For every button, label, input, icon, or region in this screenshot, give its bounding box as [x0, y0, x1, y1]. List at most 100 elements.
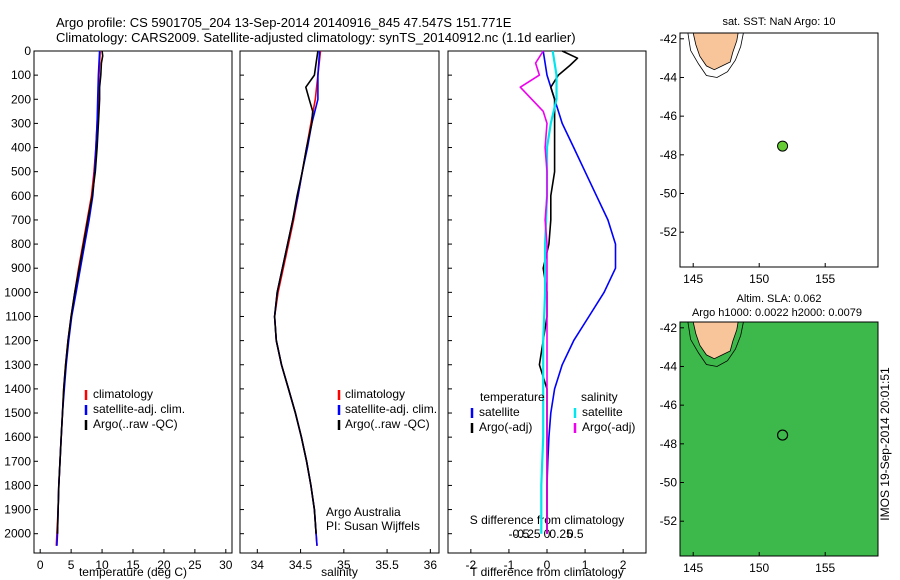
depth-tick-label: 1600	[4, 430, 31, 444]
depth-tick-label: 0	[24, 44, 31, 58]
figure-title-line2: Climatology: CARS2009. Satellite-adjuste…	[56, 30, 576, 45]
depth-tick-label: 200	[11, 92, 31, 106]
depth-tick-label: 1700	[4, 454, 31, 468]
diff-legend-header-salinity: salinity	[581, 390, 618, 404]
sal-legend-label: climatology	[345, 387, 405, 401]
diff-xtick-label: -2	[466, 558, 477, 572]
temp-series-climatology	[55, 50, 101, 546]
institution-annotation: Argo Australia	[326, 505, 401, 519]
temp-legend-label: Argo(..raw -QC)	[93, 417, 178, 431]
temp-xtick-label: 0	[37, 558, 44, 572]
sla-map-ytick-label: -46	[660, 398, 678, 412]
float-position-marker	[777, 140, 789, 152]
sla-map-tasmania-shelf-contour	[687, 321, 744, 367]
temp-legend-label: climatology	[93, 387, 153, 401]
depth-tick-label: 1200	[4, 334, 31, 348]
temperature-axes-frame	[33, 50, 233, 554]
position-map-ytick-label: -46	[660, 109, 678, 123]
temp-xtick-label: 10	[95, 558, 109, 572]
position-map-xtick-label: 145	[683, 272, 703, 286]
sla-map-ytick-label: -44	[660, 359, 678, 373]
sdiff-tick-label: 0.5	[567, 527, 584, 541]
depth-tick-label: 500	[11, 165, 31, 179]
position-map-ytick-label: -44	[660, 70, 678, 84]
depth-tick-label: 400	[11, 141, 31, 155]
temp-xtick-label: 25	[188, 558, 202, 572]
position-map-xtick-label: 150	[749, 272, 769, 286]
sdiff-tick-label: -0.25	[513, 527, 541, 541]
sdiff-tick-label: 0	[544, 527, 551, 541]
depth-tick-label: 600	[11, 189, 31, 203]
position-map-xtick-label: 155	[815, 272, 835, 286]
sdiff-tick-label: 0.25	[549, 527, 573, 541]
position-map-frame	[679, 32, 879, 268]
position-map-ytick-label: -42	[660, 32, 678, 46]
sal-series-satelliteadjclim	[273, 50, 321, 546]
position-map-title: sat. SST: NaN Argo: 10	[722, 16, 835, 28]
diff-legend-label: satellite	[582, 405, 623, 419]
diff-legend-label: Argo(-adj)	[582, 420, 635, 434]
diff-xtick-label: 0	[544, 558, 551, 572]
temp-xtick-label: 30	[219, 558, 233, 572]
sla-map-ytick-label: -48	[660, 437, 678, 451]
sla-float-marker	[776, 429, 789, 441]
depth-tick-label: 1400	[4, 382, 31, 396]
diff-series-sargoadj	[519, 50, 548, 534]
diff-legend-label: Argo(-adj)	[479, 420, 532, 434]
position-map-tasmania	[692, 32, 739, 71]
sla-map-ytick-label: -50	[660, 476, 678, 490]
depth-tick-label: 300	[11, 116, 31, 130]
salinity-axes-frame	[239, 50, 440, 554]
temp-legend-label: satellite-adj. clim.	[93, 402, 185, 416]
sal-xtick-label: 35.5	[375, 558, 399, 572]
sla-map-subtitle: Argo h1000: 0.0022 h2000: 0.0079	[692, 307, 862, 319]
diff-legend-header-temperature: temperature	[480, 390, 545, 404]
diff-xtick-label: 2	[620, 558, 627, 572]
temp-xtick-label: 15	[126, 558, 140, 572]
depth-tick-label: 1500	[4, 406, 31, 420]
diff-xtick-label: 1	[582, 558, 589, 572]
diff-xtick-label: -1	[504, 558, 515, 572]
depth-tick-label: 1900	[4, 503, 31, 517]
sla-map-ytick-label: -42	[660, 321, 678, 335]
tdiff-xlabel: T difference from climatology	[470, 565, 624, 579]
depth-tick-label: 700	[11, 213, 31, 227]
pi-annotation: PI: Susan Wijffels	[326, 519, 420, 533]
sal-legend-label: Argo(..raw -QC)	[345, 417, 430, 431]
sal-xlabel: salinity	[321, 565, 358, 579]
sal-xtick-label: 34.5	[289, 558, 313, 572]
temp-series-satelliteadjclim	[56, 50, 101, 546]
sal-series-argorawqc	[273, 50, 319, 534]
diff-series-tsatellite	[542, 50, 617, 534]
sal-xtick-label: 36	[424, 558, 438, 572]
sla-map-ytick-label: -52	[660, 514, 678, 528]
position-map-ytick-label: -48	[660, 148, 678, 162]
temp-xlabel: temperature (deg C)	[79, 565, 187, 579]
position-map-ytick-label: -50	[660, 187, 678, 201]
position-map-ytick-label: -52	[660, 225, 678, 239]
depth-tick-label: 2000	[4, 527, 31, 541]
temp-series-argorawqc	[56, 50, 104, 534]
depth-tick-label: 800	[11, 237, 31, 251]
temp-xtick-label: 5	[68, 558, 75, 572]
diff-legend-label: satellite	[479, 405, 520, 419]
sla-map-title: Altim. SLA: 0.062	[737, 293, 822, 305]
sal-legend-label: satellite-adj. clim.	[345, 402, 437, 416]
sla-map-xtick-label: 155	[815, 561, 835, 575]
imos-timestamp-label: IMOS 19-Sep-2014 20:01:51	[878, 367, 892, 521]
depth-tick-label: 1300	[4, 358, 31, 372]
depth-tick-label: 1100	[5, 309, 31, 323]
sal-series-climatology	[273, 50, 322, 546]
figure-title-line1: Argo profile: CS 5901705_204 13-Sep-2014…	[56, 15, 512, 30]
temp-xtick-label: 20	[157, 558, 171, 572]
diff-series-ssatellite	[540, 50, 558, 534]
sal-xtick-label: 35	[337, 558, 351, 572]
sla-map-tasmania	[692, 321, 739, 360]
depth-tick-label: 1000	[4, 285, 31, 299]
sla-map-xtick-label: 145	[683, 561, 703, 575]
sal-xtick-label: 34	[251, 558, 265, 572]
depth-tick-label: 900	[11, 261, 31, 275]
sdiff-tick-label: -0.5	[508, 527, 529, 541]
